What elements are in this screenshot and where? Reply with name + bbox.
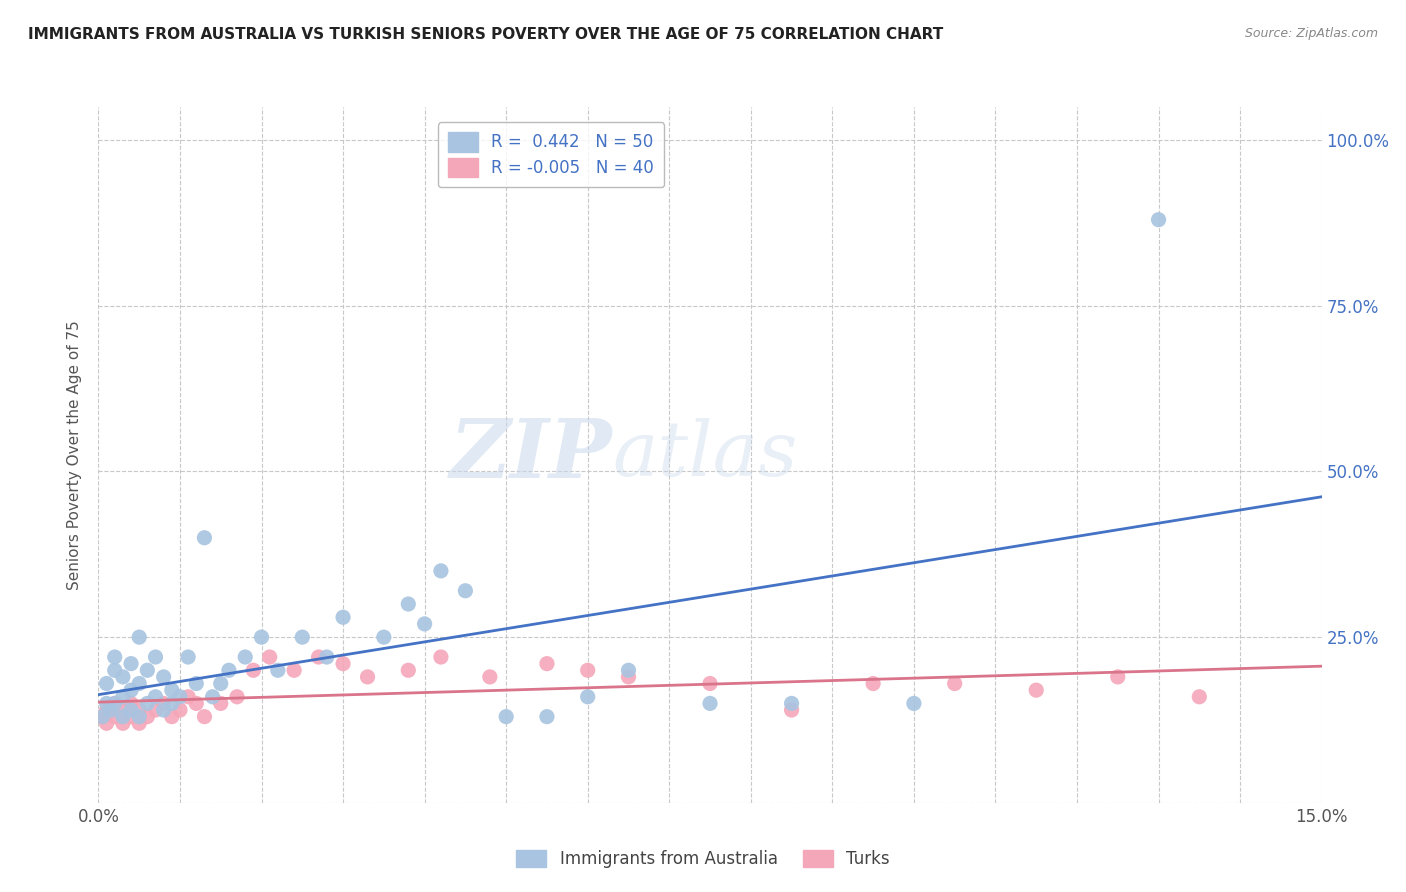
Point (193, 531, 215, 545)
Point (226, 690, 249, 704)
Point (193, 709, 215, 723)
Point (177, 650, 200, 665)
Point (259, 650, 281, 665)
Point (136, 709, 159, 723)
Point (536, 709, 558, 723)
Point (218, 663, 240, 677)
Text: IMMIGRANTS FROM AUSTRALIA VS TURKISH SENIORS POVERTY OVER THE AGE OF 75 CORRELAT: IMMIGRANTS FROM AUSTRALIA VS TURKISH SEN… (28, 27, 943, 42)
Point (373, 630, 395, 644)
Point (576, 663, 599, 677)
Point (128, 709, 150, 723)
Point (233, 650, 256, 665)
Point (430, 650, 453, 665)
Point (104, 697, 127, 711)
Point (396, 597, 419, 611)
Point (120, 703, 142, 717)
Point (128, 703, 150, 717)
Point (136, 697, 159, 711)
Point (495, 709, 517, 723)
Text: ZIP: ZIP (450, 415, 612, 495)
Point (152, 703, 174, 717)
Point (91, 709, 114, 723)
Point (250, 630, 273, 644)
Point (617, 670, 640, 684)
Point (267, 663, 290, 677)
Point (242, 663, 264, 677)
Point (128, 676, 150, 690)
Point (332, 610, 354, 624)
Point (169, 703, 191, 717)
Point (291, 630, 314, 644)
Point (454, 583, 477, 598)
Point (160, 683, 183, 698)
Point (1107, 670, 1129, 684)
Point (104, 650, 127, 665)
Point (111, 716, 134, 731)
Point (536, 657, 558, 671)
Point (100, 703, 122, 717)
Point (152, 697, 174, 711)
Point (1147, 212, 1170, 227)
Legend: R =  0.442   N = 50, R = -0.005   N = 40: R = 0.442 N = 50, R = -0.005 N = 40 (439, 122, 664, 187)
Point (478, 670, 501, 684)
Point (943, 676, 966, 690)
Point (111, 670, 134, 684)
Point (1025, 683, 1047, 698)
Point (356, 670, 378, 684)
Point (903, 697, 925, 711)
Point (413, 616, 436, 631)
Point (91, 709, 114, 723)
Point (177, 690, 200, 704)
Point (96, 703, 118, 717)
Point (430, 564, 453, 578)
Point (1188, 690, 1211, 704)
Point (201, 690, 224, 704)
Point (862, 676, 884, 690)
Point (145, 650, 167, 665)
Point (283, 663, 305, 677)
Point (111, 690, 134, 704)
Point (96, 676, 118, 690)
Point (780, 697, 803, 711)
Point (315, 650, 337, 665)
Point (186, 676, 208, 690)
Point (332, 657, 354, 671)
Point (780, 703, 803, 717)
Point (96, 697, 118, 711)
Point (160, 709, 183, 723)
Legend: Immigrants from Australia, Turks: Immigrants from Australia, Turks (510, 843, 896, 875)
Point (699, 676, 721, 690)
Point (169, 690, 191, 704)
Point (120, 657, 142, 671)
Point (699, 697, 721, 711)
Point (186, 697, 208, 711)
Point (111, 703, 134, 717)
Text: atlas: atlas (612, 418, 797, 491)
Point (120, 697, 142, 711)
Point (576, 690, 599, 704)
Point (104, 697, 127, 711)
Point (617, 663, 640, 677)
Point (128, 630, 150, 644)
Text: Source: ZipAtlas.com: Source: ZipAtlas.com (1244, 27, 1378, 40)
Point (120, 683, 142, 698)
Point (104, 663, 127, 677)
Point (308, 650, 330, 665)
Point (96, 716, 118, 731)
Point (136, 663, 159, 677)
Point (209, 697, 232, 711)
Point (111, 709, 134, 723)
Y-axis label: Seniors Poverty Over the Age of 75: Seniors Poverty Over the Age of 75 (67, 320, 83, 590)
Point (209, 676, 232, 690)
Point (160, 697, 183, 711)
Point (145, 690, 167, 704)
Point (396, 663, 419, 677)
Point (128, 716, 150, 731)
Point (152, 670, 174, 684)
Point (104, 709, 127, 723)
Point (120, 709, 142, 723)
Point (145, 703, 167, 717)
